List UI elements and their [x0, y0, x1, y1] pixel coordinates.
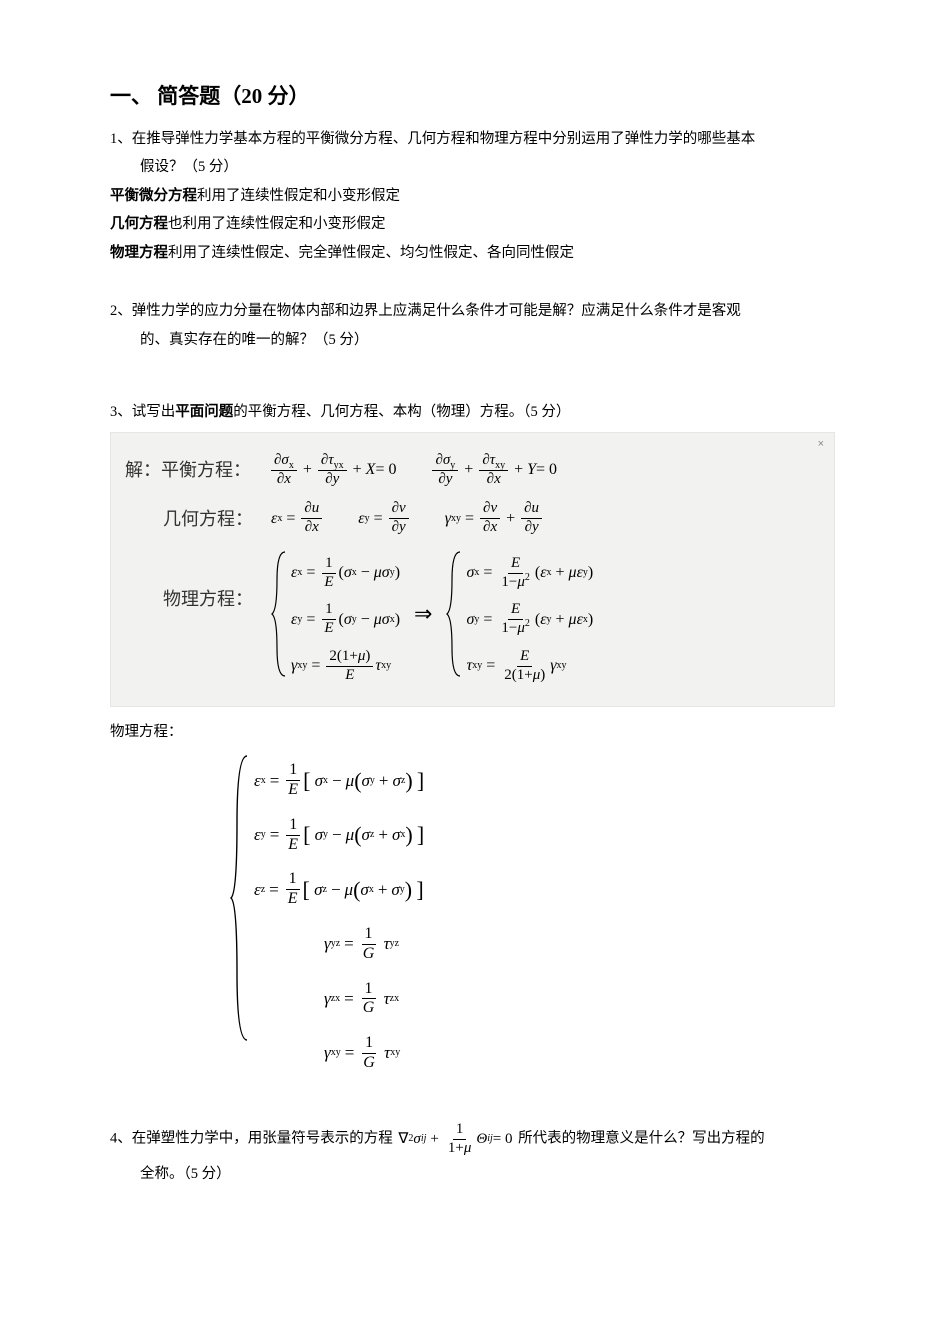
brace-icon	[230, 753, 250, 1043]
phy-l1: εx= 1E (σx−μσy)	[291, 556, 400, 591]
brace-icon	[446, 550, 462, 678]
eps-x: εx= ∂u∂x	[271, 501, 324, 536]
q1-ans2-text: 也利用了连续性假定和小变形假定	[168, 216, 386, 232]
q3-prompt-bold: 平面问题	[175, 404, 233, 420]
q4-post: 所代表的物理意义是什么？写出方程的	[518, 1131, 765, 1147]
phys2-system: εx= 1E [ σx−μ(σy+σz) ] εy= 1E [ σy−μ(σz+…	[230, 753, 424, 1043]
phys2-title: 物理方程：	[110, 721, 835, 743]
q3-prompt: 3、试写出平面问题的平衡方程、几何方程、本构（物理）方程。（5 分）	[110, 401, 835, 423]
q2-line1: 2、弹性力学的应力分量在物体内部和边界上应满足什么条件才可能是解？应满足什么条件…	[110, 300, 835, 322]
geo-label: 几何方程：	[163, 510, 253, 528]
q1-ans1-bold: 平衡微分方程	[110, 188, 197, 204]
section-title: 一、 简答题（20 分）	[110, 80, 835, 110]
q4-equation: ∇2σij + 11+μ Θij = 0	[398, 1122, 512, 1157]
q4-pre: 4、在弹塑性力学中，用张量符号表示的方程	[110, 1131, 393, 1147]
q3-prompt-post: 的平衡方程、几何方程、本构（物理）方程。（5 分）	[233, 404, 570, 420]
eq-label: 平衡方程：	[161, 461, 251, 479]
gamma-xy: γxy= ∂v∂x + ∂u∂y	[445, 501, 544, 536]
equilibrium-row: 解： 平衡方程： ∂σx∂x + ∂τyx∂y +X = 0 ∂σy∂y + ∂…	[125, 453, 816, 488]
eps-y: εy= ∂v∂y	[358, 501, 410, 536]
p2-l2: εy= 1E [ σy−μ(σz+σx) ]	[254, 817, 424, 854]
phy-r3: τxy= E2(1+μ) γxy	[466, 649, 593, 684]
q4-line1: 4、在弹塑性力学中，用张量符号表示的方程 ∇2σij + 11+μ Θij = …	[110, 1122, 835, 1157]
q1-ans1: 平衡微分方程利用了连续性假定和小变形假定	[110, 185, 835, 207]
p2-l6: γxy= 1G τxy	[254, 1035, 424, 1072]
phy-r2: σy= E1−μ2 (εy+μεx)	[466, 602, 593, 637]
q2-line2: 的、真实存在的唯一的解？（5 分）	[110, 329, 835, 351]
q1-ans2: 几何方程也利用了连续性假定和小变形假定	[110, 213, 835, 235]
q1-ans1-text: 利用了连续性假定和小变形假定	[197, 188, 400, 204]
physics-row: 物理方程： εx= 1E (σx−μσy) εy= 1E (σy−μσ	[163, 550, 816, 678]
equations-image: × 解： 平衡方程： ∂σx∂x + ∂τyx∂y +X = 0 ∂σy∂y +…	[110, 432, 835, 707]
eq-sigma-y: ∂σy∂y + ∂τxy∂x +Y = 0	[430, 453, 557, 488]
p2-l4: γyz= 1G τyz	[254, 926, 424, 963]
phy-l3: γxy= 2(1+μ)E τxy	[291, 649, 400, 684]
spacer	[110, 1078, 835, 1122]
close-icon: ×	[818, 439, 824, 450]
p2-l1: εx= 1E [ σx−μ(σy+σz) ]	[254, 762, 424, 799]
phy-label: 物理方程：	[163, 590, 253, 608]
phy-right-system: σx= E1−μ2 (εx+μεy) σy= E1−μ2 (εy+μεx) τx…	[446, 550, 593, 678]
phy-l2: εy= 1E (σy−μσx)	[291, 602, 400, 637]
page: 一、 简答题（20 分） 1、在推导弹性力学基本方程的平衡微分方程、几何方程和物…	[0, 0, 945, 1251]
q1-prompt-line1: 1、在推导弹性力学基本方程的平衡微分方程、几何方程和物理方程中分别运用了弹性力学…	[110, 128, 835, 150]
brace-icon	[271, 550, 287, 678]
phy-left-system: εx= 1E (σx−μσy) εy= 1E (σy−μσx) γxy= 2(1…	[271, 550, 400, 678]
q1-ans3-text: 利用了连续性假定、完全弹性假定、均匀性假定、各向同性假定	[168, 245, 574, 261]
phy-r1: σx= E1−μ2 (εx+μεy)	[466, 556, 593, 591]
q4-line2: 全称。（5 分）	[110, 1163, 835, 1185]
q1-ans3: 物理方程利用了连续性假定、完全弹性假定、均匀性假定、各向同性假定	[110, 242, 835, 264]
q3-prompt-pre: 3、试写出	[110, 404, 175, 420]
phys2-system-wrap: εx= 1E [ σx−μ(σy+σz) ] εy= 1E [ σy−μ(σz+…	[230, 753, 835, 1048]
solve-label: 解：	[125, 461, 161, 479]
q1-prompt-line2: 假设？（5 分）	[110, 156, 835, 178]
spacer	[110, 357, 835, 401]
spacer	[110, 270, 835, 300]
eq-sigma-x: ∂σx∂x + ∂τyx∂y +X = 0	[269, 453, 396, 488]
q1-ans2-bold: 几何方程	[110, 216, 168, 232]
implies-icon: ⇒	[414, 603, 432, 625]
q1-ans3-bold: 物理方程	[110, 245, 168, 261]
geometry-row: 几何方程： εx= ∂u∂x εy= ∂v∂y γxy= ∂v∂x + ∂u∂y	[163, 501, 816, 536]
p2-l5: γzx= 1G τzx	[254, 981, 424, 1018]
p2-l3: εz= 1E [ σz−μ(σx+σy) ]	[254, 871, 424, 908]
